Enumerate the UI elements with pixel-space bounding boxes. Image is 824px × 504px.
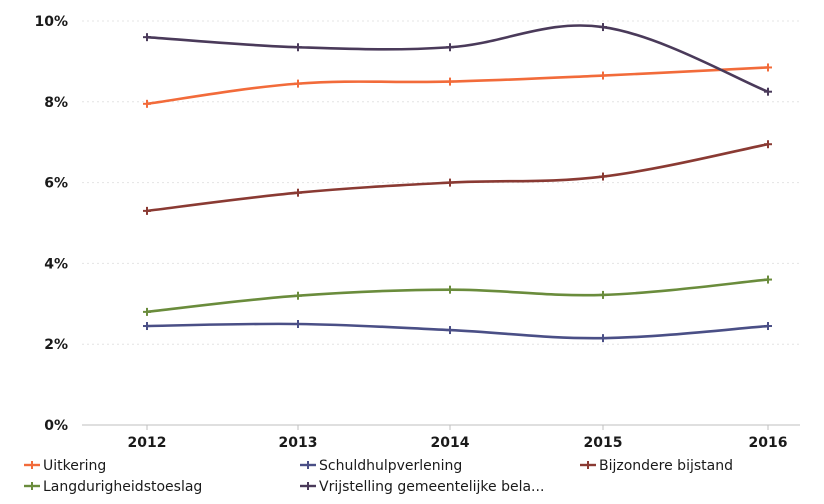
legend-label: Schuldhulpverlening — [319, 458, 462, 474]
legend-item: Schuldhulpverlening — [300, 458, 462, 474]
data-point — [764, 87, 772, 96]
series-3 — [143, 275, 772, 316]
series-line — [146, 278, 769, 314]
data-point — [446, 326, 454, 335]
x-tick-label: 2016 — [749, 435, 788, 451]
data-point — [599, 172, 607, 181]
legend-label: Bijzondere bijstand — [599, 458, 733, 474]
y-tick-label: 2% — [44, 337, 68, 353]
data-point — [446, 43, 454, 52]
legend-item: Uitkering — [24, 458, 106, 474]
series-2 — [143, 140, 772, 215]
series-line — [146, 322, 769, 340]
x-tick-label: 2012 — [128, 435, 167, 451]
legend-item: Langdurigheidstoeslag — [24, 479, 202, 495]
y-tick-label: 4% — [44, 256, 68, 272]
data-point — [446, 178, 454, 187]
x-tick-label: 2013 — [279, 435, 318, 451]
data-point — [599, 334, 607, 343]
data-point — [446, 77, 454, 86]
series-4 — [143, 23, 772, 96]
legend-item: Bijzondere bijstand — [580, 458, 733, 474]
legend-label: Uitkering — [43, 458, 106, 474]
series-layer — [143, 23, 772, 343]
axes: 0% 2% 4% 6% 8% 10% 2012 2013 2014 2015 2016 — [34, 14, 800, 451]
data-point — [294, 188, 302, 197]
y-tick-label: 8% — [44, 95, 68, 111]
data-point — [294, 43, 302, 52]
legend-marker — [304, 461, 312, 469]
series-1 — [143, 320, 772, 343]
legend-marker — [28, 461, 36, 469]
data-point — [764, 140, 772, 149]
data-point — [599, 290, 607, 299]
legend-marker — [304, 482, 312, 490]
data-point — [143, 99, 151, 108]
data-point — [143, 33, 151, 42]
data-point — [764, 63, 772, 72]
y-tick-label: 10% — [34, 14, 68, 30]
data-point — [599, 71, 607, 80]
data-point — [446, 285, 454, 294]
data-point — [143, 307, 151, 316]
y-tick-label: 0% — [44, 418, 68, 434]
legend-item: Vrijstelling gemeentelijke bela... — [300, 479, 544, 495]
x-tick-label: 2015 — [584, 435, 623, 451]
data-point — [294, 79, 302, 88]
data-point — [764, 275, 772, 284]
data-point — [294, 320, 302, 328]
series-line — [146, 66, 769, 106]
data-point — [294, 291, 302, 300]
data-point — [599, 23, 607, 32]
legend-label: Langdurigheidstoeslag — [43, 479, 202, 495]
data-point — [764, 322, 772, 331]
legend: Uitkering Schuldhulpverlening Bijzondere b… — [24, 458, 733, 495]
x-tick-label: 2014 — [431, 435, 470, 451]
legend-marker — [584, 461, 592, 469]
data-point — [143, 206, 151, 215]
series-0 — [143, 63, 772, 108]
legend-label: Vrijstelling gemeentelijke bela... — [319, 479, 544, 495]
series-line — [146, 142, 769, 213]
legend-marker — [28, 482, 36, 490]
data-point — [143, 322, 151, 331]
y-tick-label: 6% — [44, 176, 68, 192]
